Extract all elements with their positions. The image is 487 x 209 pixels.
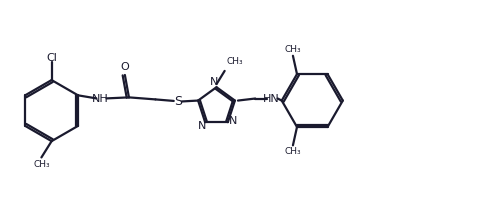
Text: Cl: Cl — [46, 53, 57, 63]
Text: CH₃: CH₃ — [33, 160, 50, 169]
Text: CH₃: CH₃ — [284, 45, 301, 54]
Text: CH₃: CH₃ — [226, 57, 244, 66]
Text: N: N — [210, 77, 219, 87]
Text: NH: NH — [92, 94, 109, 104]
Text: S: S — [174, 95, 182, 108]
Text: CH₃: CH₃ — [284, 147, 301, 156]
Text: N: N — [198, 121, 206, 131]
Text: N: N — [229, 116, 237, 126]
Text: HN: HN — [263, 93, 280, 103]
Text: O: O — [120, 62, 129, 72]
